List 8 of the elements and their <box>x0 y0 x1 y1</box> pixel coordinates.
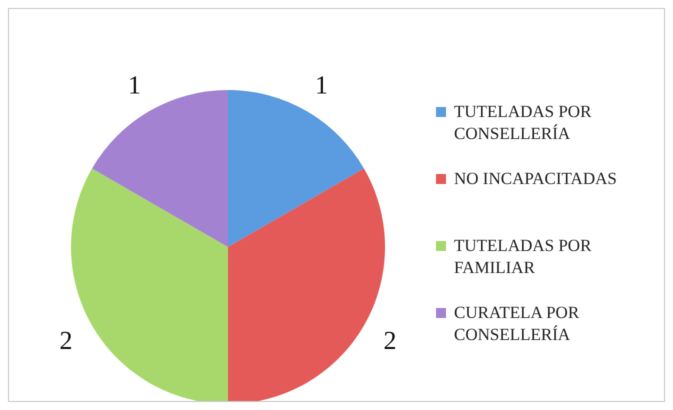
data-label: 2 <box>60 326 73 355</box>
data-label: 2 <box>383 326 396 355</box>
legend-label: TUTELADAS POR FAMILIAR <box>454 235 592 279</box>
legend-label: CURATELA POR CONSELLERÍA <box>454 302 580 346</box>
data-label: 1 <box>128 70 141 100</box>
legend-label: NO INCAPACITADAS <box>454 168 618 190</box>
data-label: 1 <box>315 70 328 100</box>
legend-label: TUTELADAS POR CONSELLERÍA <box>454 101 592 145</box>
